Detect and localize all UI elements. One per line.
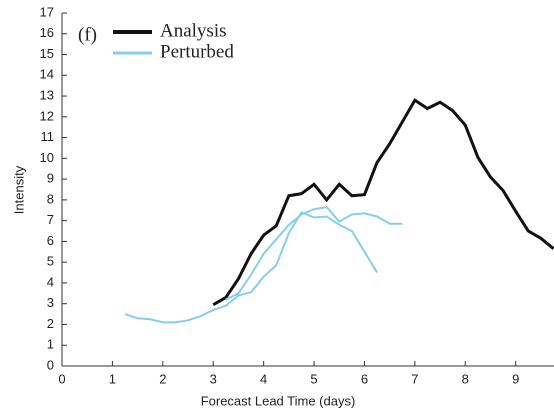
x-tick-label: 8 xyxy=(462,371,469,386)
y-tick-label: 15 xyxy=(40,46,54,61)
y-tick-label: 2 xyxy=(47,316,54,331)
y-tick-label: 17 xyxy=(40,4,54,19)
x-axis-label: Forecast Lead Time (days) xyxy=(201,393,356,408)
y-tick-label: 16 xyxy=(40,25,54,40)
y-tick-label: 7 xyxy=(47,212,54,227)
annotation: (f) xyxy=(78,24,97,45)
x-tick-label: 9 xyxy=(512,371,519,386)
legend-label: Analysis xyxy=(160,20,227,41)
x-tick-label: 3 xyxy=(210,371,217,386)
y-tick-label: 12 xyxy=(40,108,54,123)
x-tick-label: 0 xyxy=(58,371,65,386)
y-tick-label: 3 xyxy=(47,295,54,310)
legend-label: Perturbed xyxy=(160,41,234,62)
y-tick-label: 9 xyxy=(47,171,54,186)
x-tick-label: 2 xyxy=(159,371,166,386)
y-tick-label: 13 xyxy=(40,87,54,102)
y-tick-label: 8 xyxy=(47,191,54,206)
x-tick-label: 4 xyxy=(260,371,267,386)
y-tick-label: 6 xyxy=(47,233,54,248)
series-line xyxy=(212,98,554,307)
y-axis-label: Intensity xyxy=(11,165,26,214)
y-tick-label: 5 xyxy=(47,254,54,269)
x-tick-label: 5 xyxy=(310,371,317,386)
y-tick-label: 1 xyxy=(47,337,54,352)
x-tick-label: 1 xyxy=(109,371,116,386)
y-tick-label: 4 xyxy=(47,274,54,289)
series-line xyxy=(225,206,403,301)
y-tick-label: 14 xyxy=(40,67,54,82)
series-line xyxy=(124,211,378,324)
x-tick-label: 7 xyxy=(411,371,418,386)
y-tick-label: 0 xyxy=(47,357,54,372)
x-tick-label: 6 xyxy=(361,371,368,386)
y-tick-label: 10 xyxy=(40,150,54,165)
y-tick-label: 11 xyxy=(41,129,55,144)
